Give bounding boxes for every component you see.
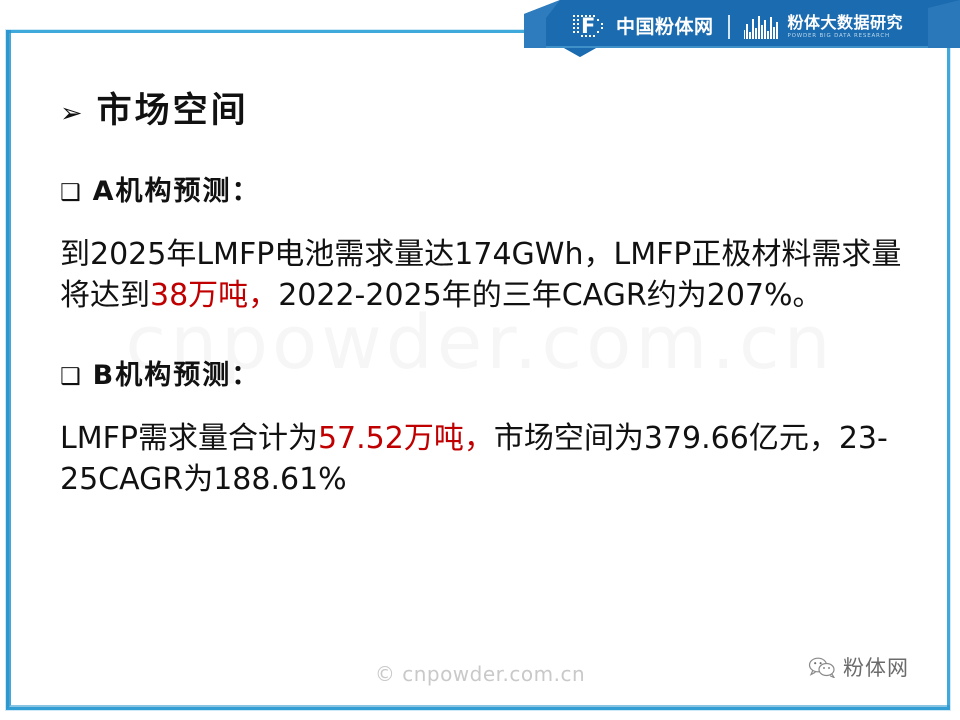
site-logo-text: 中国粉体网: [616, 15, 714, 38]
section-paragraph-b: LMFP需求量合计为57.52万吨，市场空间为379.66亿元，23-25CAG…: [60, 418, 920, 501]
header-banner: F 中国粉体网 粉体大数据研究 POWDER BIG DATA RESEARCH: [524, 0, 960, 57]
highlighted-figure: 57.52万吨，: [317, 420, 494, 456]
page-title-row: ➢ 市场空间: [60, 82, 920, 133]
slide-content: ➢ 市场空间 ❑ A机构预测： 到2025年LMFP电池需求量达174GWh，L…: [60, 60, 920, 501]
arrow-bullet-icon: ➢: [60, 98, 83, 129]
square-bullet-icon: ❑: [60, 180, 81, 206]
section-heading-b: ❑ B机构预测：: [60, 353, 920, 392]
logo-f-glyph: F: [581, 14, 595, 38]
section-label-a: A机构预测：: [92, 176, 261, 207]
slide-border-frame: [6, 30, 950, 710]
wechat-icon: [808, 656, 836, 679]
section-paragraph-a: 到2025年LMFP电池需求量达174GWh，LMFP正极材料需求量将达到38万…: [60, 234, 920, 317]
paragraph-run: 2022-2025年的三年CAGR约为207%。: [278, 278, 823, 314]
bigdata-title-cn: 粉体大数据研究: [787, 12, 904, 32]
banner-divider: [727, 15, 730, 39]
powder-f-logo-icon: F: [572, 14, 606, 40]
banner-shape: [524, 0, 960, 57]
banner-content: F 中国粉体网 粉体大数据研究 POWDER BIG DATA RESEARCH: [572, 9, 942, 45]
bigdata-title-en: POWDER BIG DATA RESEARCH: [787, 32, 890, 39]
wechat-label: 粉体网: [843, 656, 909, 680]
paragraph-run: LMFP需求量合计为: [60, 420, 318, 456]
wechat-glyph-icon: [808, 657, 836, 679]
highlighted-figure: 38万吨，: [150, 278, 279, 314]
section-label-b: B机构预测：: [92, 359, 261, 391]
logo-dot-grid-icon: [573, 15, 603, 37]
bigdata-brand-block: 粉体大数据研究 POWDER BIG DATA RESEARCH: [787, 12, 904, 40]
page-title: 市场空间: [96, 91, 249, 131]
paragraph-run: 市场空间为379.66亿元，23-25CAGR为188.61%: [60, 420, 888, 498]
paragraph-run: 到2025年LMFP电池需求量达174GWh，LMFP正极材料需求量将达到: [60, 237, 902, 314]
square-bullet-icon: ❑: [60, 363, 81, 390]
wechat-watermark: 粉体网: [808, 652, 909, 682]
section-heading-a: ❑ A机构预测：: [60, 169, 920, 208]
bar-wave-icon: [743, 15, 778, 39]
